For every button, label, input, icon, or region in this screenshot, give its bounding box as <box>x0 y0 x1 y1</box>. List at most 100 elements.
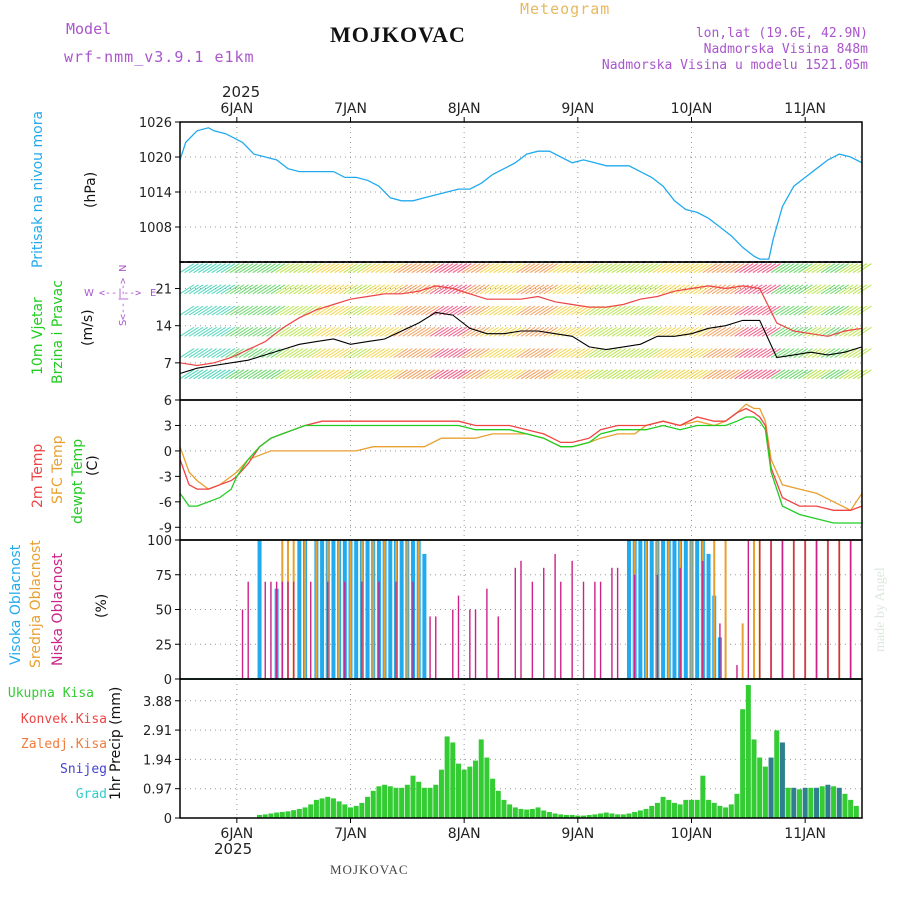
wind-arrow <box>479 369 495 380</box>
wind-arrow <box>593 326 609 337</box>
cloud-low-bar <box>759 540 761 679</box>
wind-arrow <box>466 263 481 274</box>
wind-arrow <box>666 305 681 316</box>
wind-arrow <box>361 326 377 337</box>
wind-arrow <box>829 284 845 295</box>
wind-arrow <box>743 348 759 359</box>
wind-arrow <box>802 263 818 274</box>
wind-arrow <box>584 369 599 380</box>
wind-arrow <box>679 369 695 380</box>
wind-arrow <box>698 326 713 337</box>
wind-arrow <box>716 284 731 295</box>
wind-arrow <box>834 284 850 295</box>
wind-arrow <box>798 305 813 316</box>
wind-arrow <box>316 284 331 295</box>
y-tick-label: 100 <box>147 534 172 549</box>
wind-arrow <box>393 348 408 359</box>
wind-arrow <box>852 348 868 359</box>
cloud-low-bar <box>679 567 681 679</box>
cloud-low-bar <box>827 540 829 679</box>
wind-arrow <box>570 326 586 337</box>
wind-arrow <box>234 284 249 295</box>
wind-arrow <box>379 284 395 295</box>
cloud-low-bar <box>781 540 784 679</box>
precip-bar <box>552 813 558 818</box>
cloud-mid-bar <box>741 623 744 679</box>
wind-arrow <box>488 369 504 380</box>
wind-arrow <box>334 326 349 337</box>
x-tick-label-top: 7JAN <box>334 101 367 117</box>
wind-arrow <box>743 326 759 337</box>
wind-arrow <box>238 348 254 359</box>
cloud-high-bar <box>399 540 404 679</box>
wind-arrow <box>648 305 663 316</box>
wind-arrow <box>529 348 545 359</box>
wind-arrow <box>457 284 472 295</box>
wind-arrow <box>820 326 836 337</box>
wind-arrow <box>216 326 231 337</box>
wind-arrow <box>825 305 840 316</box>
wind-arrow <box>329 326 345 337</box>
wind-arrow <box>629 348 645 359</box>
precip-bar <box>785 787 791 818</box>
wind-arrow <box>752 305 768 316</box>
cloud-low-bar <box>599 581 602 679</box>
wind-arrow <box>666 369 681 380</box>
wind-arrow <box>370 263 386 274</box>
wind-arrow <box>748 284 763 295</box>
wind-arrow <box>320 348 336 359</box>
wind-arrow <box>470 284 486 295</box>
wind-arrow <box>775 369 790 380</box>
x-tick-label-bottom: 10JAN <box>671 826 713 842</box>
wind-left-label-1: 10m Vjetar <box>30 297 46 375</box>
wind-arrow <box>279 369 295 380</box>
wind-arrow <box>375 326 390 337</box>
precip-bar <box>586 814 592 818</box>
wind-arrow <box>766 326 781 337</box>
wind-arrow <box>247 348 263 359</box>
y-tick-label: -6 <box>159 496 172 511</box>
wind-arrow <box>643 284 659 295</box>
wind-arrow <box>848 348 863 359</box>
wind-arrow <box>543 284 559 295</box>
wind-arrow <box>293 305 308 316</box>
wind-arrow <box>407 369 422 380</box>
wind-arrow <box>193 348 208 359</box>
precip-bar <box>581 815 587 818</box>
wind-arrow <box>434 284 449 295</box>
cloud-low-bar <box>378 581 380 679</box>
wind-arrow <box>588 326 604 337</box>
wind-arrow <box>247 284 263 295</box>
wind-arrow <box>729 326 745 337</box>
y-tick-label: 50 <box>155 604 172 619</box>
wind-arrow <box>643 305 659 316</box>
wind-arrow <box>229 348 245 359</box>
wind-arrow <box>561 305 577 316</box>
wind-arrow <box>638 326 654 337</box>
x-tick-label-top: 8JAN <box>448 101 481 117</box>
wind-arrow <box>534 348 549 359</box>
wind-arrow <box>811 369 827 380</box>
wind-arrow <box>297 326 313 337</box>
precip-bar <box>740 709 746 818</box>
wind-arrow <box>388 348 404 359</box>
cloud-high-bar <box>626 540 631 679</box>
wind-arrow <box>402 284 418 295</box>
y-tick-label: 1014 <box>139 186 172 201</box>
precip-bar <box>382 784 388 818</box>
y-tick-label: 75 <box>155 569 172 584</box>
wind-arrow <box>716 348 731 359</box>
cloud-mid-bar <box>304 540 307 679</box>
wind-arrow <box>775 305 790 316</box>
precip-bar <box>387 786 393 818</box>
wind-arrow <box>557 305 572 316</box>
wind-arrow <box>507 284 522 295</box>
wind-arrow <box>197 305 213 316</box>
wind-arrow <box>184 284 199 295</box>
wind-arrow <box>266 284 281 295</box>
wind-arrow <box>247 326 263 337</box>
wind-arrow <box>420 326 436 337</box>
wind-arrow <box>347 284 363 295</box>
wind-arrow <box>516 305 531 316</box>
wind-arrow <box>566 326 581 337</box>
